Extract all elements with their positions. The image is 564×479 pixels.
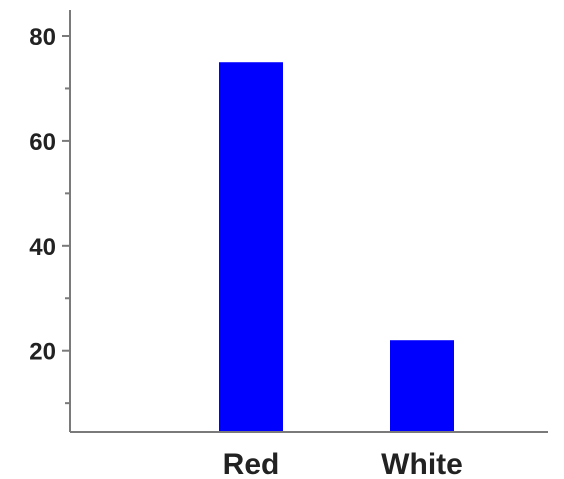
y-tick-labels: 20 40 60 80	[29, 24, 56, 366]
y-tick-label-80: 80	[29, 24, 56, 51]
y-ticks-layer	[62, 35, 70, 405]
y-tick-label-20: 20	[29, 339, 56, 366]
y-tick-label-40: 40	[29, 234, 56, 261]
y-tick-label-60: 60	[29, 129, 56, 156]
bars-layer	[219, 62, 454, 433]
bar-red	[219, 62, 283, 433]
bar-white	[390, 340, 454, 432]
x-category-label-red: Red	[223, 448, 280, 479]
x-category-label-white: White	[381, 448, 463, 479]
x-category-labels: Red White	[223, 448, 463, 479]
